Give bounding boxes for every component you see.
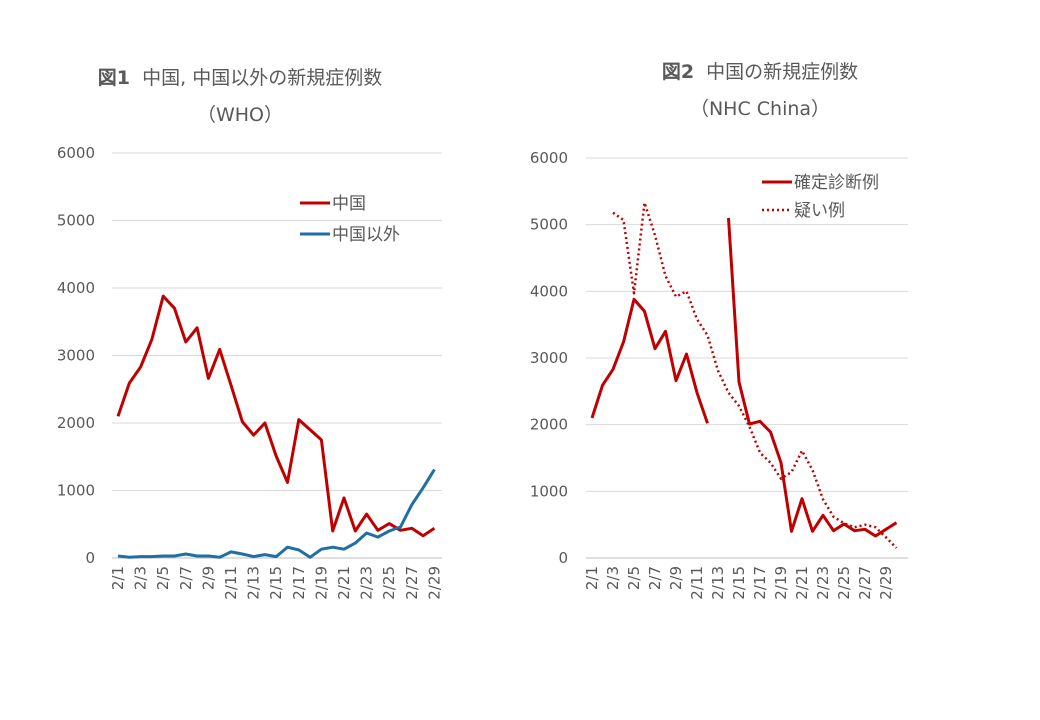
x-tick-label: 2/29	[877, 566, 895, 600]
chart-title: 図1 中国, 中国以外の新規症例数 （WHO）	[0, 63, 480, 130]
chart-svg: 0 1000 2000 3000 4000 5000 6000 2/1 2/3 2/5 2/7 2/9…	[530, 149, 908, 600]
x-tick-label: 2/9	[199, 566, 217, 590]
chart-subtitle: （NHC China）	[689, 98, 831, 120]
x-tick-label: 2/1	[109, 566, 127, 590]
x-tick-label: 2/15	[267, 566, 285, 600]
x-tick-label: 2/9	[667, 566, 685, 590]
y-tick-label: 2000	[57, 414, 95, 432]
y-tick-label: 4000	[530, 282, 568, 300]
x-tick-label: 2/19	[312, 566, 330, 600]
x-tick-label: 2/15	[730, 566, 748, 600]
x-tick-label: 2/19	[772, 566, 790, 600]
x-tick-label: 2/3	[604, 566, 622, 590]
y-tick-label: 1000	[57, 482, 95, 500]
y-tick-label: 6000	[57, 144, 95, 162]
x-tick-label: 2/21	[335, 566, 353, 600]
chart-who: 図1 中国, 中国以外の新規症例数 （WHO） 0 1000 2000 3000 400…	[0, 0, 480, 640]
x-tick-label: 2/11	[688, 566, 706, 600]
x-tick-label: 2/17	[751, 566, 769, 600]
legend-label: 中国	[332, 194, 366, 214]
x-tick-label: 2/21	[793, 566, 811, 600]
chart-title-main: 中国の新規症例数	[706, 61, 859, 83]
y-tick-label: 3000	[57, 347, 95, 365]
y-tick-label: 3000	[530, 349, 568, 367]
x-tick-label: 2/5	[625, 566, 643, 590]
y-tick-label: 4000	[57, 279, 95, 297]
legend-label: 中国以外	[332, 225, 400, 245]
chart-title: 図2 中国の新規症例数 （NHC China）	[480, 57, 1040, 124]
chart-title-prefix: 図1	[97, 67, 131, 89]
legend-label: 確定診断例	[794, 173, 879, 193]
series-line-1	[117, 468, 436, 559]
series-line-0	[590, 217, 898, 538]
y-tick-label: 0	[85, 549, 95, 567]
y-tick-label: 5000	[530, 216, 568, 234]
x-tick-label: 2/29	[425, 566, 443, 600]
y-tick-label: 0	[558, 549, 568, 567]
chart-svg: 0 1000 2000 3000 4000 5000 6000 2/1 2/3 2/5 2/7 2/9…	[57, 144, 444, 600]
x-tick-label: 2/7	[646, 566, 664, 590]
x-tick-label: 2/1	[583, 566, 601, 590]
y-tick-label: 5000	[57, 212, 95, 230]
x-tick-label: 2/23	[814, 566, 832, 600]
legend-label: 疑い例	[794, 201, 845, 221]
x-tick-label: 2/13	[709, 566, 727, 600]
y-tick-label: 6000	[530, 149, 568, 167]
x-tick-label: 2/27	[403, 566, 421, 600]
x-tick-label: 2/27	[856, 566, 874, 600]
chart-nhc: 図2 中国の新規症例数 （NHC China） 0 1000 2000 3000 400…	[480, 0, 1040, 640]
chart-subtitle: （WHO）	[196, 104, 284, 126]
series-line-0	[116, 294, 436, 538]
x-tick-label: 2/17	[290, 566, 308, 600]
x-tick-label: 2/3	[132, 566, 150, 590]
x-tick-label: 2/5	[154, 566, 172, 590]
y-tick-label: 2000	[530, 416, 568, 434]
series-line-1	[612, 201, 898, 549]
y-tick-label: 1000	[530, 482, 568, 500]
x-tick-label: 2/11	[222, 566, 240, 600]
chart-title-prefix: 図2	[661, 61, 695, 83]
x-tick-label: 2/25	[835, 566, 853, 600]
x-tick-label: 2/25	[380, 566, 398, 600]
x-tick-label: 2/13	[245, 566, 263, 600]
x-tick-label: 2/23	[358, 566, 376, 600]
x-tick-label: 2/7	[177, 566, 195, 590]
chart-title-main: 中国, 中国以外の新規症例数	[142, 67, 383, 89]
